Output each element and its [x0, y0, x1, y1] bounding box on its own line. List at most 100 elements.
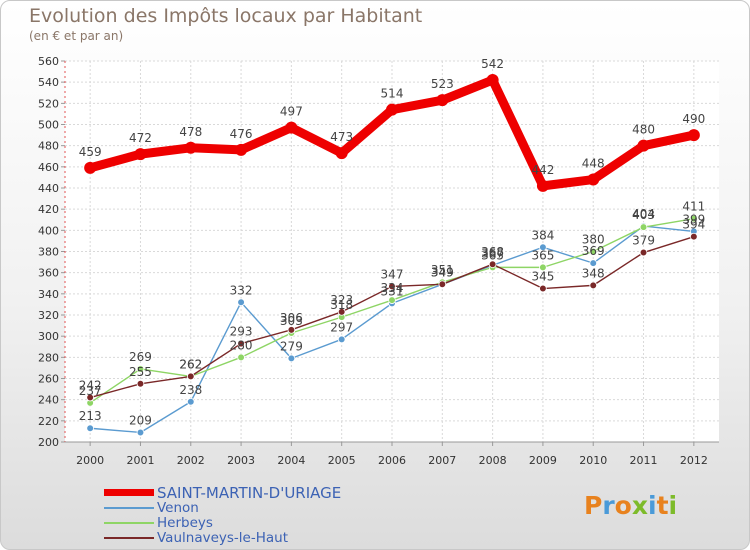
y-tick-label: 360 — [38, 267, 59, 280]
y-tick-label: 420 — [38, 203, 59, 216]
data-point — [438, 280, 447, 289]
logo-letter: o — [614, 491, 632, 520]
data-point — [637, 139, 650, 152]
y-tick-label: 520 — [38, 97, 59, 110]
x-tick-label: 2004 — [277, 454, 305, 467]
data-label: 473 — [330, 130, 353, 144]
y-tick-label: 480 — [38, 140, 59, 153]
data-point — [539, 243, 547, 252]
y-tick-label: 280 — [38, 351, 59, 364]
data-label: 365 — [531, 248, 554, 262]
data-label: 514 — [381, 87, 404, 101]
logo-letter: t — [656, 491, 669, 520]
y-tick-label: 240 — [38, 394, 59, 407]
y-tick-label: 400 — [38, 224, 59, 237]
y-tick-label: 300 — [38, 330, 59, 343]
x-tick-label: 2009 — [529, 454, 557, 467]
logo-letter: i — [668, 491, 678, 520]
data-label: 404 — [632, 207, 655, 221]
data-label: 331 — [381, 284, 404, 298]
data-point — [136, 379, 145, 388]
data-label: 459 — [79, 145, 102, 159]
data-label: 442 — [531, 163, 554, 177]
y-tick-label: 320 — [38, 309, 59, 322]
data-label: 369 — [582, 244, 605, 258]
data-label: 411 — [682, 200, 705, 214]
data-label: 279 — [280, 339, 303, 353]
legend-swatch — [104, 537, 154, 539]
x-tick-label: 2001 — [126, 454, 154, 467]
data-label: 403 — [632, 208, 655, 222]
data-point — [186, 372, 195, 381]
data-point — [690, 214, 698, 223]
data-label: 347 — [381, 267, 404, 281]
legend-label: SAINT-MARTIN-D'URIAGE — [157, 484, 342, 502]
data-label: 269 — [129, 350, 152, 364]
data-point — [136, 428, 145, 437]
data-point — [136, 365, 145, 373]
data-label: 238 — [179, 383, 202, 397]
chart-title: Evolution des Impôts locaux par Habitant — [29, 5, 423, 27]
data-label: 472 — [129, 131, 152, 145]
y-tick-label: 500 — [38, 119, 59, 132]
data-point — [134, 148, 147, 161]
data-label: 323 — [330, 293, 353, 307]
y-tick-label: 380 — [38, 246, 59, 259]
data-label: 209 — [129, 413, 152, 427]
data-label: 306 — [280, 311, 303, 325]
data-label: 345 — [531, 270, 554, 284]
data-point — [589, 281, 598, 290]
legend-swatch — [104, 522, 154, 524]
data-label: 280 — [230, 338, 253, 352]
data-point — [337, 308, 346, 316]
data-point — [237, 298, 245, 307]
x-tick-label: 2007 — [428, 454, 456, 467]
data-label: 399 — [682, 212, 705, 226]
data-label: 480 — [632, 123, 655, 137]
data-point — [335, 147, 348, 160]
x-tick-label: 2003 — [227, 454, 255, 467]
data-point — [536, 179, 549, 192]
data-label: 303 — [280, 314, 303, 328]
legend-label: Vaulnaveys-le-Haut — [157, 530, 288, 546]
data-label: 367 — [481, 246, 504, 260]
data-point — [690, 232, 698, 241]
legend-label: Herbeys — [157, 515, 213, 531]
data-label: 476 — [230, 127, 253, 141]
data-label: 293 — [230, 325, 253, 339]
y-tick-label: 540 — [38, 76, 59, 89]
data-label: 332 — [230, 283, 253, 297]
data-point — [287, 354, 296, 363]
data-point — [436, 94, 449, 107]
data-label: 380 — [582, 233, 605, 247]
data-label: 497 — [280, 105, 303, 119]
legend-label: Venon — [157, 500, 199, 516]
data-label: 448 — [582, 157, 605, 171]
y-tick-label: 200 — [38, 436, 59, 449]
data-point — [639, 248, 648, 257]
data-point — [539, 263, 547, 272]
legend-swatch — [104, 507, 154, 509]
data-label: 262 — [179, 357, 202, 371]
data-label: 242 — [79, 379, 102, 393]
data-point — [287, 326, 296, 334]
data-label: 542 — [481, 57, 504, 71]
x-tick-label: 2002 — [177, 454, 205, 467]
data-point — [235, 143, 248, 156]
data-label: 255 — [129, 365, 152, 379]
y-tick-label: 560 — [38, 55, 59, 68]
data-point — [539, 284, 547, 293]
data-label: 348 — [582, 266, 605, 280]
x-tick-label: 2006 — [378, 454, 406, 467]
data-point — [337, 335, 346, 344]
x-tick-label: 2000 — [76, 454, 104, 467]
data-label: 478 — [179, 125, 202, 139]
data-label: 351 — [431, 263, 454, 277]
data-point — [184, 141, 197, 154]
data-label: 349 — [431, 265, 454, 279]
data-point — [86, 424, 94, 433]
data-point — [589, 259, 598, 267]
data-point — [285, 121, 298, 134]
